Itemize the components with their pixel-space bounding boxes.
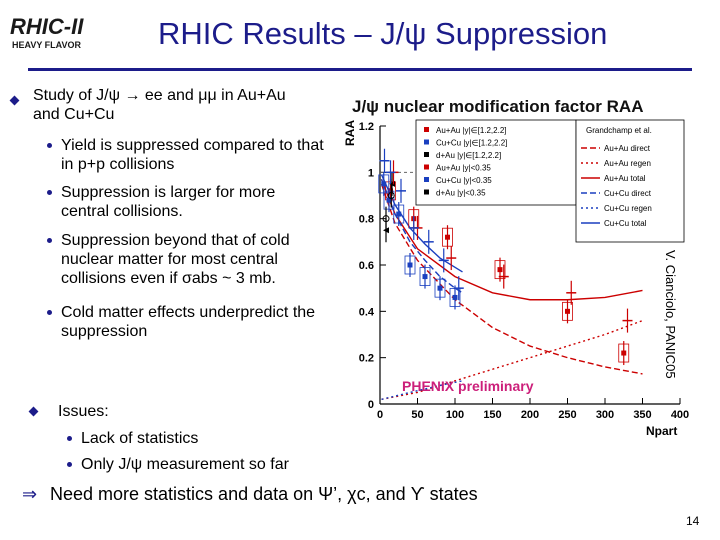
x-tick-label: 350 bbox=[633, 409, 651, 421]
y-axis-label: RAA bbox=[343, 120, 357, 146]
data-point bbox=[445, 234, 450, 240]
syst-box bbox=[393, 204, 405, 224]
logo-line1: RHIC-II bbox=[10, 14, 84, 39]
phenix-preliminary-label: PHENIX preliminary bbox=[402, 378, 534, 394]
theory-curve bbox=[380, 179, 463, 294]
x-tick-label: 100 bbox=[446, 409, 464, 421]
sub-bullet-dot-icon bbox=[47, 143, 52, 148]
legend-theory-entry: Cu+Cu regen bbox=[604, 204, 652, 213]
legend-box-data bbox=[415, 119, 577, 206]
sub-bullet-4: Cold matter effects underpredict the sup… bbox=[61, 304, 316, 340]
logo-line2: HEAVY FLAVOR bbox=[12, 40, 82, 50]
page-title: RHIC Results – J/ψ Suppression bbox=[158, 16, 608, 51]
theory-curve bbox=[381, 319, 643, 401]
legend-entry: Au+Au |y|∈[1.2,2.2] bbox=[436, 126, 507, 135]
legend-marker bbox=[424, 164, 429, 170]
data-point bbox=[381, 181, 387, 187]
legend-theory-entry: Au+Au direct bbox=[604, 144, 651, 153]
sub-bullet-3: Suppression beyond that of cold nuclear … bbox=[61, 232, 290, 287]
sub-bullet-1: Yield is suppressed compared to that in … bbox=[61, 137, 324, 173]
theory-curve bbox=[381, 380, 463, 401]
x-tick-label: 0 bbox=[377, 409, 383, 421]
legend-box-theory bbox=[575, 119, 685, 243]
legend-marker bbox=[424, 127, 429, 132]
sub-bullet-2: Suppression is larger for more central c… bbox=[61, 184, 276, 220]
issue-1: Lack of statistics bbox=[81, 430, 199, 447]
page-number: 14 bbox=[686, 514, 700, 528]
legend-entry: Cu+Cu |y|∈[1.2,2.2] bbox=[436, 139, 507, 148]
issue-dot-icon bbox=[67, 436, 72, 441]
issue-dot-icon bbox=[67, 462, 72, 467]
legend-marker bbox=[424, 139, 429, 145]
legend-entry: Au+Au |y|<0.35 bbox=[436, 164, 491, 173]
figure-credit: V. Cianciolo, PANIC05 bbox=[663, 250, 678, 379]
data-point bbox=[497, 267, 503, 273]
theory-curve bbox=[380, 183, 643, 375]
sub-bullet-dot-icon bbox=[47, 310, 52, 315]
legend-theory-entry: Cu+Cu total bbox=[604, 219, 647, 228]
implies-arrow-icon: ⇒ bbox=[22, 484, 38, 504]
x-tick-label: 200 bbox=[521, 409, 539, 421]
sub-bullet-dot-icon bbox=[47, 238, 52, 243]
syst-box bbox=[442, 227, 453, 247]
legend-theory-entry: Au+Au total bbox=[604, 174, 646, 183]
data-point bbox=[452, 294, 458, 300]
data-point bbox=[621, 350, 627, 356]
x-tick-label: 400 bbox=[671, 409, 689, 421]
data-point bbox=[386, 197, 392, 203]
y-tick-label: 0.2 bbox=[359, 353, 374, 365]
legend-entry: d+Au |y|∈[1.2,2.2] bbox=[436, 151, 501, 160]
x-tick-label: 250 bbox=[558, 409, 576, 421]
data-point bbox=[387, 192, 395, 199]
legend-theory-entry: Au+Au regen bbox=[604, 159, 651, 168]
data-point bbox=[407, 262, 413, 268]
legend-entry: d+Au |y|<0.35 bbox=[436, 189, 486, 198]
legend-marker bbox=[424, 189, 429, 195]
x-tick-label: 50 bbox=[411, 409, 423, 421]
theory-curve bbox=[380, 179, 643, 301]
raa-plot: J/ψ nuclear modification factor RAA 0 50 1… bbox=[340, 86, 690, 441]
bullet-diamond-icon bbox=[9, 95, 20, 106]
main-bullet: Study of J/ψ → ee and μμ in Au+Au and Cu… bbox=[33, 87, 286, 123]
syst-box bbox=[618, 343, 630, 363]
legend-theory-entry: Cu+Cu direct bbox=[604, 189, 652, 198]
legend-marker bbox=[424, 152, 429, 157]
syst-box bbox=[562, 301, 573, 321]
syst-box bbox=[419, 267, 431, 286]
y-tick-label: 0.6 bbox=[359, 260, 374, 272]
y-tick-label: 0 bbox=[368, 399, 374, 411]
x-axis-label: Npart bbox=[646, 424, 677, 438]
title-rule bbox=[28, 68, 692, 71]
y-tick-label: 0.8 bbox=[359, 214, 374, 226]
sub-bullet-dot-icon bbox=[47, 190, 52, 195]
x-tick-label: 150 bbox=[483, 409, 501, 421]
chart-title: J/ψ nuclear modification factor RAA bbox=[352, 97, 643, 116]
syst-box bbox=[383, 190, 395, 210]
issue-2: Only J/ψ measurement so far bbox=[81, 456, 289, 473]
legend-marker bbox=[424, 177, 429, 182]
data-point bbox=[422, 274, 428, 280]
data-point bbox=[382, 215, 390, 223]
issues-label: Issues: bbox=[58, 403, 109, 420]
data-point bbox=[396, 211, 402, 217]
bullet-diamond-icon bbox=[28, 406, 39, 417]
rhic-ii-logo: RHIC-II HEAVY FLAVOR bbox=[10, 14, 84, 50]
syst-box bbox=[404, 255, 416, 275]
legend-theory-header: Grandchamp et al. bbox=[586, 126, 652, 135]
y-tick-label: 1 bbox=[368, 167, 374, 179]
x-tick-label: 300 bbox=[596, 409, 614, 421]
data-point bbox=[565, 308, 570, 314]
y-tick-label: 1.2 bbox=[359, 121, 374, 133]
data-point bbox=[437, 285, 443, 291]
syst-box bbox=[494, 260, 506, 280]
conclusion-text: Need more statistics and data on Ψ’, χc,… bbox=[50, 484, 478, 504]
y-tick-label: 0.4 bbox=[359, 306, 375, 318]
syst-box bbox=[434, 278, 446, 298]
legend-entry: Cu+Cu |y|<0.35 bbox=[436, 176, 492, 185]
